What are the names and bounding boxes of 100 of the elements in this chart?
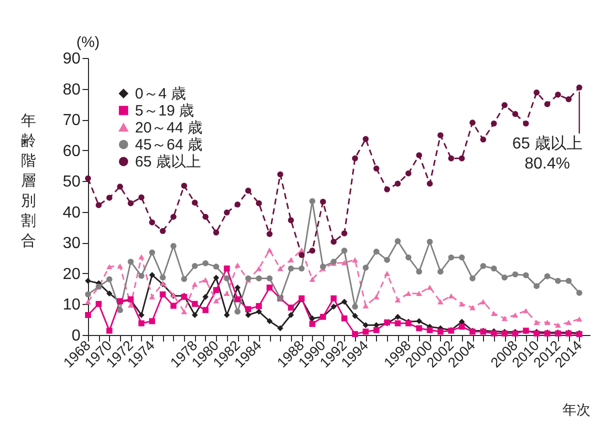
point [181, 309, 188, 314]
point [470, 120, 476, 126]
point [138, 320, 144, 326]
point [192, 300, 198, 307]
point [352, 257, 358, 262]
point [224, 290, 230, 296]
point [437, 268, 444, 275]
point [309, 315, 316, 322]
point [128, 200, 134, 206]
point [234, 308, 241, 315]
point [202, 277, 208, 283]
point [448, 155, 454, 162]
point [341, 248, 348, 254]
point [458, 254, 465, 260]
point [566, 320, 572, 325]
point [341, 230, 348, 236]
point [490, 266, 497, 272]
point [341, 260, 348, 266]
point [576, 316, 582, 322]
point [128, 302, 134, 308]
point [128, 258, 134, 265]
legend-label: 0～4 歳 [135, 86, 186, 102]
point [502, 102, 508, 108]
point [192, 312, 198, 318]
point [309, 320, 316, 327]
point [458, 301, 465, 307]
point [266, 284, 273, 291]
point [149, 272, 156, 278]
y-axis-title: 年齢階層別割合 [21, 112, 36, 250]
point [277, 171, 284, 178]
point [394, 238, 401, 244]
point [341, 315, 348, 322]
y-tick-label: 90 [62, 50, 81, 68]
point [330, 238, 337, 245]
point [512, 271, 518, 278]
point [405, 170, 412, 176]
point [213, 298, 220, 304]
point [213, 230, 220, 236]
point [202, 307, 208, 314]
point [96, 202, 102, 208]
point [480, 136, 486, 143]
point [266, 231, 273, 238]
legend-label: 5～19 歳 [135, 102, 194, 120]
annotation: 65 歳以上 80.4% [512, 134, 582, 173]
point [544, 101, 550, 108]
point [234, 202, 241, 208]
legend-label: 20～44 歳 [135, 120, 203, 136]
point [394, 180, 401, 187]
point [160, 291, 166, 298]
point [117, 263, 124, 269]
point [566, 278, 572, 284]
point [85, 175, 91, 182]
point [202, 214, 208, 220]
point [234, 262, 241, 268]
point [277, 325, 284, 332]
y-tick-label: 60 [62, 142, 81, 160]
y-tick-label: 0 [72, 328, 81, 344]
point [266, 318, 273, 324]
point [480, 299, 486, 304]
point [138, 272, 144, 279]
point [352, 155, 358, 162]
point [373, 248, 380, 255]
point [181, 182, 188, 189]
point [277, 266, 284, 272]
point [502, 274, 508, 280]
point [117, 184, 124, 190]
point [149, 294, 156, 300]
point [106, 290, 112, 296]
point [373, 166, 380, 172]
point [426, 327, 433, 334]
point [192, 263, 198, 270]
point [213, 274, 220, 281]
point [309, 248, 316, 254]
x-axis-title: 年次 [562, 402, 590, 418]
point [352, 331, 358, 338]
point [288, 266, 294, 272]
point [330, 304, 337, 310]
y-tick-label: 10 [62, 296, 81, 314]
y-tick-label: 50 [62, 174, 81, 191]
point [502, 316, 508, 321]
point [170, 243, 176, 250]
point [373, 327, 380, 334]
point [213, 287, 220, 294]
point [534, 320, 540, 325]
point [416, 318, 422, 324]
point [470, 305, 476, 310]
point [224, 312, 230, 318]
point [554, 322, 561, 328]
point [490, 310, 497, 316]
point [160, 274, 166, 280]
point [448, 254, 454, 260]
point [522, 308, 529, 314]
point [512, 111, 518, 118]
point [352, 312, 358, 319]
point [170, 214, 176, 220]
point [362, 136, 369, 142]
point [576, 290, 582, 296]
point [213, 264, 220, 270]
point [160, 228, 166, 234]
point [330, 295, 337, 302]
